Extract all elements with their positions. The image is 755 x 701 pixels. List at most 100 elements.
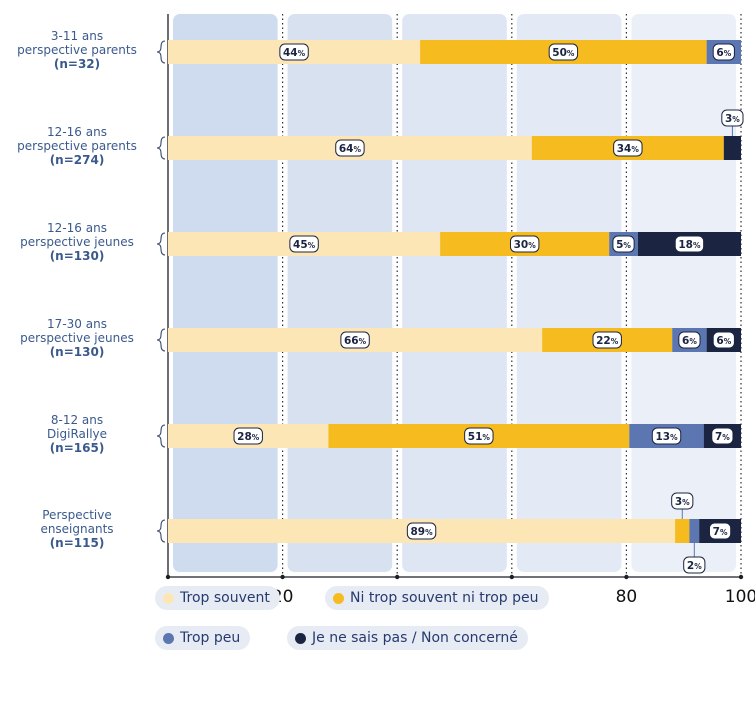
data-label-box: [233, 427, 263, 445]
data-label: 34%: [617, 143, 640, 155]
x-tick-mark: [165, 574, 171, 580]
data-label-box: [683, 556, 706, 574]
grid-band: [516, 14, 622, 572]
data-label-box: [406, 522, 437, 540]
category-brace: [156, 519, 166, 543]
data-label-box: [335, 139, 365, 157]
category-sample-size: (n=32): [53, 57, 101, 71]
grid-band: [173, 14, 278, 572]
category-label-line: 8-12 ans: [50, 413, 104, 427]
data-label: 6%: [682, 335, 697, 347]
x-tick-label: 100: [725, 587, 755, 607]
legend-swatch: [163, 632, 174, 644]
data-label: 50%: [552, 47, 575, 59]
legend-swatch: [333, 592, 344, 604]
data-label: 44%: [283, 47, 306, 59]
category-label: Perspective enseignants (n=115): [2, 508, 152, 550]
data-label: 45%: [293, 239, 316, 251]
legend-item-ni-trop: Ni trop souvent ni trop peu: [325, 586, 549, 610]
data-label: 3%: [725, 113, 740, 125]
legend-item-je-ne-sais-pas: Je ne sais pas / Non concerné: [287, 626, 528, 650]
data-label: 66%: [344, 335, 367, 347]
x-tick-mark: [509, 574, 514, 580]
data-label-box: [711, 427, 734, 445]
x-tick-mark: [395, 574, 400, 580]
x-tick-mark: [738, 574, 744, 580]
data-label: 6%: [716, 47, 731, 59]
data-label-box: [721, 109, 744, 127]
category-sample-size: (n=165): [49, 441, 105, 455]
category-label: 3-11 ans perspective parents (n=32): [2, 29, 152, 71]
data-label-box: [678, 331, 701, 349]
bar-segment: [723, 136, 741, 160]
legend-label: Trop souvent: [180, 590, 270, 606]
category-label-line: 3-11 ans: [50, 29, 104, 43]
data-label-box: [671, 492, 694, 510]
data-label: 30%: [514, 239, 537, 251]
data-label-box: [674, 235, 705, 253]
grid-band: [287, 14, 393, 572]
data-label-box: [613, 139, 643, 157]
data-label-box: [712, 331, 735, 349]
legend-swatch: [163, 592, 174, 604]
bar-segment: [689, 519, 700, 543]
category-brace: [156, 40, 166, 64]
data-label: 51%: [468, 431, 491, 443]
data-label: 2%: [687, 560, 702, 572]
data-label: 89%: [410, 526, 433, 538]
category-sample-size: (n=274): [49, 153, 105, 167]
data-label: 18%: [678, 239, 701, 251]
data-label: 3%: [675, 496, 690, 508]
category-label-line: Perspective: [42, 508, 112, 522]
category-label-line: enseignants: [40, 522, 114, 536]
category-label-line: 17-30 ans: [47, 317, 107, 331]
category-label-line: DigiRallye: [46, 427, 108, 441]
data-label-box: [592, 331, 622, 349]
data-label-box: [712, 43, 735, 61]
category-brace: [156, 328, 166, 352]
legend-label: Ni trop souvent ni trop peu: [350, 590, 539, 606]
bar-segment: [675, 519, 690, 543]
data-label-box: [464, 427, 494, 445]
category-label: 8-12 ans DigiRallye (n=165): [2, 413, 152, 455]
category-label-line: perspective jeunes: [20, 235, 134, 249]
category-label-line: perspective parents: [17, 139, 137, 153]
data-label: 13%: [655, 431, 678, 443]
category-label: 12-16 ans perspective jeunes (n=130): [2, 221, 152, 263]
legend-item-trop-souvent: Trop souvent: [155, 586, 280, 610]
data-label: 6%: [716, 335, 731, 347]
category-sample-size: (n=130): [49, 249, 105, 263]
data-label-box: [509, 235, 540, 253]
legend-item-trop-peu: Trop peu: [155, 626, 251, 650]
category-label-line: perspective parents: [17, 43, 137, 57]
data-label-box: [708, 522, 732, 540]
category-label: 12-16 ans perspective parents (n=274): [2, 125, 152, 167]
data-label-box: [651, 427, 682, 445]
data-label: 22%: [596, 335, 619, 347]
data-label: 64%: [339, 143, 362, 155]
x-tick-mark: [624, 574, 629, 580]
grid-band: [631, 14, 736, 572]
legend-swatch: [295, 632, 306, 644]
category-brace: [156, 232, 166, 256]
category-label-line: perspective jeunes: [20, 331, 134, 345]
category-label-line: 12-16 ans: [47, 125, 107, 139]
x-tick-mark: [280, 574, 285, 580]
data-label: 5%: [616, 239, 631, 251]
legend-label: Trop peu: [180, 630, 241, 646]
data-label-box: [612, 235, 635, 253]
data-label-box: [548, 43, 579, 61]
data-label: 7%: [713, 526, 728, 538]
category-label: 17-30 ans perspective jeunes (n=130): [2, 317, 152, 359]
data-label: 28%: [237, 431, 260, 443]
legend-label: Je ne sais pas / Non concerné: [312, 630, 518, 646]
x-tick-label: 80: [616, 587, 638, 607]
data-label-box: [289, 235, 319, 253]
category-brace: [156, 136, 166, 160]
data-label-box: [279, 43, 309, 61]
grid-band: [402, 14, 507, 572]
data-label-box: [340, 331, 370, 349]
category-sample-size: (n=130): [49, 345, 105, 359]
data-label: 7%: [715, 431, 730, 443]
